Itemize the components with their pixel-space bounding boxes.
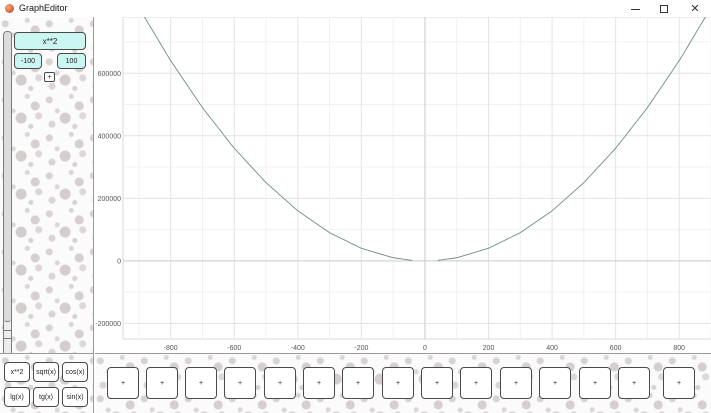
range-max-input[interactable]: 100 [57, 53, 86, 69]
function-slot-button[interactable]: + [264, 367, 296, 399]
x-tick-label: 600 [610, 345, 622, 352]
x-tick-label: 800 [673, 345, 685, 352]
y-tick-label: 400000 [98, 133, 121, 140]
x-tick-label: 400 [546, 345, 558, 352]
sidebar-scrollbar[interactable] [3, 31, 12, 361]
title-bar: GraphEditor ✕ [0, 0, 711, 17]
function-slot-button[interactable]: + [303, 367, 335, 399]
function-plot: -800 -600 -400 -200 0 200 400 600 800 -200000 0 200… [95, 17, 711, 352]
function-slot-button[interactable]: + [663, 367, 695, 399]
preset-button-sin[interactable]: sin(x) [62, 387, 88, 407]
close-icon: ✕ [690, 3, 700, 15]
function-sidebar: x**2 -100 100 + [0, 17, 94, 361]
maximize-button[interactable] [649, 0, 679, 17]
scrollbar-divider [4, 338, 11, 339]
x-tick-label: -600 [227, 345, 241, 352]
preset-button-tg[interactable]: tg(x) [33, 387, 59, 407]
x-tick-label: 200 [483, 345, 495, 352]
y-tick-label: 0 [117, 258, 121, 265]
function-slot-bar: + + + + + + + + + + + + + + + [95, 353, 711, 413]
function-slot-button[interactable]: + [618, 367, 650, 399]
preset-button-cos[interactable]: cos(x) [62, 362, 88, 382]
function-slot-button[interactable]: + [500, 367, 532, 399]
y-tick-label: -200000 [95, 321, 121, 328]
function-slot-button[interactable]: + [579, 367, 611, 399]
graph-canvas[interactable]: -800 -600 -400 -200 0 200 400 600 800 -200000 0 200… [95, 17, 711, 353]
x-tick-label: -400 [291, 345, 305, 352]
function-input[interactable]: x**2 [14, 32, 86, 50]
function-slot-button[interactable]: + [421, 367, 453, 399]
function-slot-button[interactable]: + [107, 367, 139, 399]
app-logo-icon [5, 4, 14, 13]
minimize-button[interactable] [620, 0, 650, 17]
function-slot-button[interactable]: + [224, 367, 256, 399]
preset-panel: x**2 sqrt(x) cos(x) lg(x) tg(x) sin(x) [0, 353, 94, 413]
preset-button-lg[interactable]: lg(x) [4, 387, 30, 407]
function-slot-button[interactable]: + [185, 367, 217, 399]
close-button[interactable]: ✕ [680, 0, 710, 17]
maximize-icon [660, 4, 668, 13]
function-curve [143, 17, 413, 261]
range-min-input[interactable]: -100 [14, 53, 42, 69]
preset-button-x2[interactable]: x**2 [4, 362, 30, 382]
scrollbar-thumb[interactable] [4, 32, 11, 322]
x-tick-label: -200 [354, 345, 368, 352]
function-slot-button[interactable]: + [460, 367, 492, 399]
function-slot-button[interactable]: + [382, 367, 414, 399]
function-slot-button[interactable]: + [146, 367, 178, 399]
x-tick-label: -800 [164, 345, 178, 352]
y-tick-label: 200000 [98, 196, 121, 203]
function-slot-button[interactable]: + [342, 367, 374, 399]
y-tick-label: 600000 [98, 71, 121, 78]
x-tick-label: 0 [423, 345, 427, 352]
minimize-icon [630, 9, 640, 10]
function-slot-button[interactable]: + [539, 367, 571, 399]
plot-frame [122, 17, 711, 340]
function-curve [437, 17, 706, 261]
scrollbar-divider [4, 330, 11, 331]
window-title: GraphEditor [19, 3, 68, 13]
add-function-button[interactable]: + [44, 72, 55, 82]
preset-button-sqrt[interactable]: sqrt(x) [33, 362, 59, 382]
